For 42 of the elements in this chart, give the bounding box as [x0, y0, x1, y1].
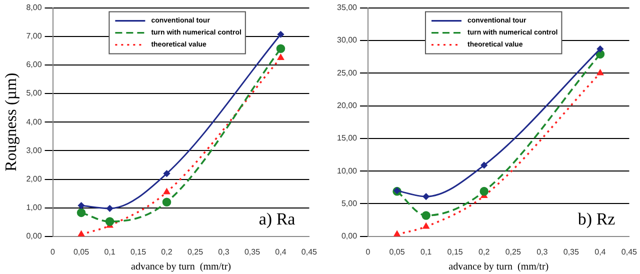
x-tick-label: 0: [50, 247, 56, 256]
y-tick-label: 10,00: [336, 166, 358, 176]
x-tick-label: 0,3: [536, 247, 548, 256]
x-tick-label: 0: [366, 247, 371, 256]
x-axis-title: advance by turn (mm/tr): [131, 262, 231, 273]
x-tick-label: 0,15: [130, 247, 147, 256]
x-tick-label: 0,1: [104, 247, 116, 256]
x-tick-label: 0,05: [389, 247, 406, 256]
x-tick-label: 0,3: [218, 247, 230, 256]
y-tick-label: 15,00: [336, 134, 358, 143]
y-tick-label: 20,00: [336, 100, 358, 110]
y-tick-label: 25,00: [336, 68, 358, 78]
y-tick-label: 30,00: [336, 36, 358, 45]
x-tick-label: 0,15: [447, 247, 464, 256]
y-tick-label: 1,00: [26, 203, 42, 212]
y-tick-label: 0,00: [341, 232, 358, 241]
x-tick-label: 0,2: [161, 247, 173, 256]
y-tick-label: 5,00: [26, 88, 42, 98]
x-tick-label: 0,2: [478, 247, 490, 256]
x-tick-label: 0,45: [621, 247, 638, 256]
y-tick-label: 7,00: [26, 32, 42, 41]
x-axis-title: advance by turn (mm/tr): [448, 262, 549, 273]
x-tick-label: 0,25: [505, 247, 522, 256]
y-axis-title: Rougness (µm): [2, 72, 20, 172]
x-tick-label: 0,35: [244, 247, 261, 256]
x-tick-label: 0,1: [420, 247, 432, 256]
annotation: a) Ra: [258, 209, 296, 228]
y-tick-label: 35,00: [336, 3, 358, 12]
y-tick-label: 8,00: [26, 3, 42, 12]
x-tick-label: 0,45: [301, 247, 318, 256]
annotation: b) Rz: [578, 209, 616, 228]
y-tick-label: 4,00: [26, 117, 42, 126]
y-tick-label: 5,00: [341, 198, 358, 208]
y-tick-label: 6,00: [26, 60, 42, 70]
x-tick-label: 0,4: [594, 247, 606, 256]
y-tick-label: 2,00: [26, 174, 42, 184]
x-tick-label: 0,35: [563, 247, 580, 256]
y-tick-label: 3,00: [26, 146, 42, 155]
x-tick-label: 0,4: [275, 247, 287, 256]
y-tick-label: 0,00: [26, 232, 42, 241]
x-tick-label: 0,05: [73, 247, 90, 256]
x-tick-label: 0,25: [187, 247, 204, 256]
